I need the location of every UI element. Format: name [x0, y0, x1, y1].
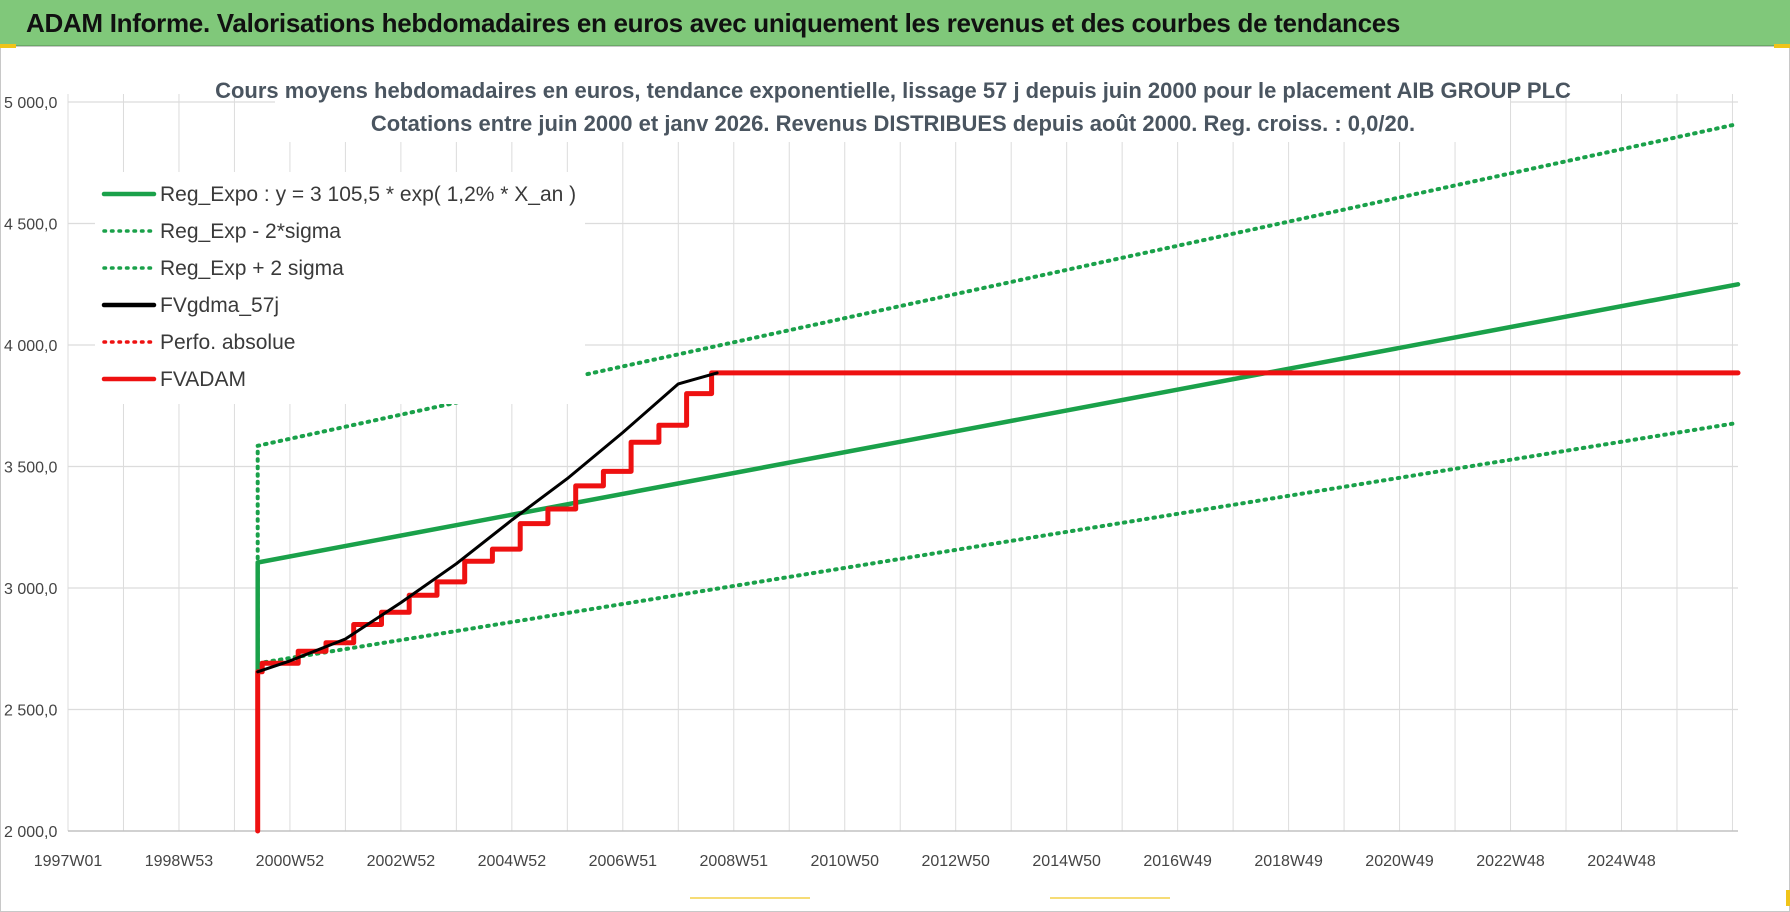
legend-backdrop [95, 172, 585, 404]
x-tick-label: 2008W51 [700, 853, 769, 870]
x-tick-label: 2020W49 [1365, 853, 1434, 870]
y-tick-label: 3 500,0 [4, 460, 57, 477]
x-tick-label: 2006W51 [589, 853, 658, 870]
x-tick-label: 2002W52 [367, 853, 436, 870]
scroll-marker-2 [1050, 897, 1170, 899]
x-tick-label: 2010W50 [810, 853, 879, 870]
scroll-marker-1 [690, 897, 810, 899]
series-reg-exp-plus-2sigma [255, 121, 1740, 666]
y-tick-label: 2 000,0 [4, 824, 57, 841]
x-tick-label: 2014W50 [1032, 853, 1101, 870]
legend-label: FVADAM [160, 368, 246, 391]
series-fvadam [255, 370, 1741, 834]
page-title: ADAM Informe. Valorisations hebdomadaire… [26, 8, 1401, 38]
x-tick-label: 2016W49 [1143, 853, 1212, 870]
y-tick-label: 2 500,0 [4, 703, 57, 720]
legend-label: Perfo. absolue [160, 331, 295, 354]
y-tick-label: 4 500,0 [4, 217, 57, 234]
x-tick-label: 2024W48 [1587, 853, 1656, 870]
x-tick-label: 2004W52 [478, 853, 547, 870]
title-backdrop [275, 72, 1510, 142]
series-layer [255, 121, 1741, 834]
y-axis-ticks: 2 000,0 2 500,0 3 000,0 3 500,0 4 000,0 4 500… [4, 95, 57, 841]
y-tick-label: 4 000,0 [4, 338, 57, 355]
x-tick-label: 2012W50 [921, 853, 990, 870]
legend-label: Reg_Expo : y = 3 105,5 * exp( 1,2% * X_a… [160, 183, 576, 206]
legend-label: Reg_Exp - 2*sigma [160, 220, 341, 243]
corner-marker-bottom-right [1786, 890, 1790, 906]
y-tick-label: 5 000,0 [4, 95, 57, 112]
chart-title: Cours moyens hebdomadaires en euros, ten… [215, 78, 1571, 103]
x-tick-label: 1997W01 [34, 853, 103, 870]
x-tick-label: 2018W49 [1254, 853, 1323, 870]
header-bar: ADAM Informe. Valorisations hebdomadaire… [0, 0, 1790, 46]
legend: Reg_Expo : y = 3 105,5 * exp( 1,2% * X_a… [101, 183, 576, 391]
x-tick-label: 1998W53 [145, 853, 214, 870]
x-tick-label: 2000W52 [256, 853, 325, 870]
chart-subtitle: Cotations entre juin 2000 et janv 2026. … [371, 111, 1415, 136]
series-fvgdma-57j [256, 371, 719, 674]
y-tick-label: 3 000,0 [4, 581, 57, 598]
x-axis-ticks: 1997W01 1998W53 2000W52 2002W52 2004W52 2006W… [34, 853, 1656, 870]
corner-marker-left [0, 44, 16, 48]
x-tick-label: 2022W48 [1476, 853, 1545, 870]
corner-marker-right [1774, 44, 1790, 48]
legend-label: Reg_Exp + 2 sigma [160, 257, 344, 280]
series-reg-exp-minus-2sigma [255, 420, 1740, 666]
legend-label: FVgdma_57j [160, 294, 279, 317]
